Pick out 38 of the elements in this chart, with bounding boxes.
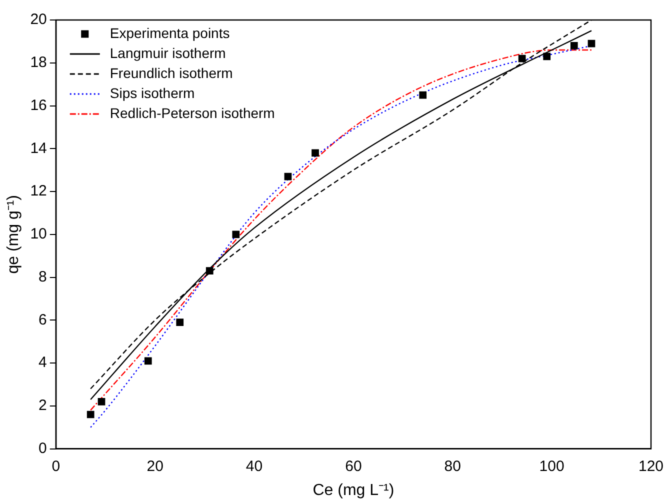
legend-label: Experimenta points xyxy=(110,24,230,41)
y-tick-label: 6 xyxy=(38,311,47,328)
y-tick-label: 8 xyxy=(38,268,47,286)
point xyxy=(518,54,526,62)
point xyxy=(284,172,292,180)
y-tick-label: 4 xyxy=(38,354,47,372)
y-tick-label: 2 xyxy=(38,397,47,414)
y-tick-label: 16 xyxy=(30,96,47,114)
y-tick-label: 18 xyxy=(30,54,47,72)
y-tick-label: 12 xyxy=(30,182,47,200)
point xyxy=(543,52,551,60)
point xyxy=(144,357,152,365)
y-tick-label: 10 xyxy=(30,226,47,243)
point xyxy=(176,318,184,326)
x-tick-label: 40 xyxy=(246,458,263,475)
legend-label: Freundlich isotherm xyxy=(110,64,233,81)
legend-label: Sips isotherm xyxy=(110,84,195,101)
x-tick-label: 120 xyxy=(638,458,664,475)
y-axis-title: qe (mg g⁻¹) xyxy=(5,195,22,274)
y-tick-label: 20 xyxy=(30,11,47,28)
x-tick-label: 0 xyxy=(52,458,60,475)
x-tick-label: 80 xyxy=(444,458,461,475)
x-axis-title: Ce (mg L⁻¹) xyxy=(312,482,394,499)
point xyxy=(570,42,578,50)
x-tick-label: 100 xyxy=(539,458,564,475)
point xyxy=(312,149,319,157)
y-tick-label: 14 xyxy=(30,140,47,157)
point xyxy=(588,40,596,48)
point xyxy=(86,410,94,418)
legend-label: Langmuir isotherm xyxy=(110,44,226,61)
x-tick-label: 60 xyxy=(345,458,362,475)
point xyxy=(419,91,427,99)
point xyxy=(98,398,106,406)
point xyxy=(232,230,240,238)
x-tick-label: 20 xyxy=(146,458,164,475)
legend-label: Redlich-Peterson isotherm xyxy=(110,104,275,121)
point xyxy=(206,267,214,275)
y-tick-label: 0 xyxy=(38,440,47,457)
